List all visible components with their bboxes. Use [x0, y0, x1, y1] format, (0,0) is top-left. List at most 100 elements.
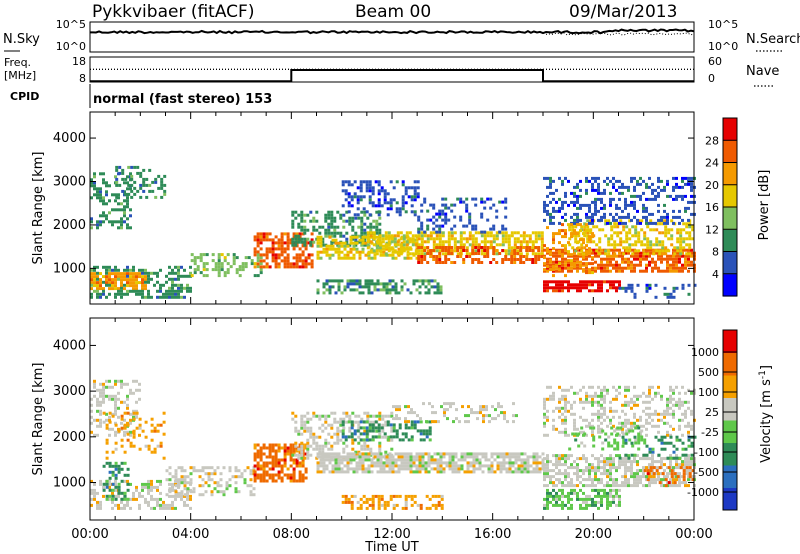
range-cell	[298, 247, 302, 251]
range-cell	[177, 286, 180, 290]
range-cell	[468, 221, 472, 225]
range-cell	[256, 467, 260, 471]
range-cell	[679, 237, 683, 241]
range-cell	[93, 482, 96, 486]
range-cell	[621, 481, 624, 485]
range-cell	[420, 224, 424, 228]
range-cell	[426, 224, 430, 228]
range-cell	[561, 484, 564, 488]
range-cell	[90, 184, 93, 188]
range-cell	[576, 283, 579, 287]
range-cell	[675, 484, 678, 488]
range-cell	[648, 463, 651, 467]
range-cell	[346, 464, 350, 468]
range-cell	[586, 219, 590, 223]
range-cell	[642, 257, 645, 261]
range-cell	[378, 417, 382, 421]
range-cell	[657, 209, 660, 213]
range-cell	[576, 269, 579, 273]
range-cell	[558, 209, 561, 213]
range-cell	[295, 262, 299, 266]
range-cell	[413, 192, 417, 196]
range-cell	[466, 455, 470, 459]
range-cell	[651, 266, 654, 270]
range-cell	[319, 470, 323, 474]
range-cell	[423, 246, 427, 250]
range-cell	[606, 494, 609, 498]
range-cell	[174, 475, 178, 479]
range-cell	[363, 237, 367, 241]
range-cell	[567, 253, 570, 257]
range-cell	[672, 260, 675, 264]
range-cell	[321, 243, 325, 247]
range-cell	[615, 280, 618, 284]
range-cell	[420, 237, 424, 241]
range-cell	[392, 423, 396, 427]
range-cell	[291, 240, 295, 244]
range-cell	[412, 464, 416, 468]
range-cell	[679, 249, 683, 253]
range-cell	[262, 253, 266, 257]
range-cell	[353, 195, 357, 199]
range-cell	[298, 256, 302, 260]
range-cell	[600, 289, 603, 293]
range-cell	[504, 206, 508, 210]
range-cell	[380, 503, 384, 507]
range-cell	[253, 476, 257, 480]
range-cell	[298, 479, 302, 483]
range-cell	[316, 279, 320, 283]
range-cell	[573, 185, 576, 189]
range-cell	[442, 452, 446, 456]
range-cell	[135, 287, 138, 291]
range-cell	[567, 179, 570, 183]
range-cell	[190, 259, 194, 263]
range-cell	[675, 286, 679, 290]
range-cell	[472, 470, 476, 474]
range-cell	[144, 485, 147, 489]
range-cell	[259, 458, 263, 462]
range-cell	[591, 463, 594, 467]
range-cell	[357, 240, 361, 244]
range-cell	[432, 246, 436, 250]
range-cell	[684, 182, 687, 186]
range-cell	[585, 188, 588, 192]
range-cell	[99, 223, 102, 227]
range-cell	[362, 207, 366, 211]
range-cell	[259, 449, 263, 453]
range-cell	[196, 268, 200, 272]
range-cell	[510, 255, 514, 258]
range-cell	[129, 418, 132, 422]
range-cell	[579, 253, 582, 257]
range-cell	[576, 257, 579, 261]
range-cell	[410, 423, 414, 427]
range-cell	[99, 284, 102, 288]
range-cell	[462, 258, 466, 261]
range-cell	[489, 227, 493, 231]
range-cell	[405, 234, 409, 238]
range-cell	[108, 275, 111, 279]
range-cell	[688, 231, 692, 235]
range-cell	[579, 457, 582, 461]
range-cell	[120, 438, 124, 442]
range-cell	[367, 455, 371, 459]
range-cell	[561, 235, 564, 239]
range-cell	[262, 476, 266, 480]
range-cell	[410, 438, 414, 442]
range-cell	[561, 280, 564, 284]
range-cell	[371, 438, 375, 442]
range-cell	[555, 494, 558, 498]
range-cell	[138, 447, 142, 451]
range-cell	[383, 503, 387, 507]
range-cell	[438, 227, 442, 231]
range-cell	[574, 234, 578, 238]
range-cell	[648, 254, 651, 258]
range-cell	[147, 503, 150, 507]
range-cell	[304, 262, 308, 266]
range-cell	[579, 289, 582, 293]
range-cell	[588, 289, 591, 293]
range-cell	[583, 225, 587, 229]
range-cell	[253, 473, 257, 477]
range-cell	[96, 284, 99, 288]
range-cell	[446, 417, 449, 421]
range-cell	[352, 452, 356, 456]
